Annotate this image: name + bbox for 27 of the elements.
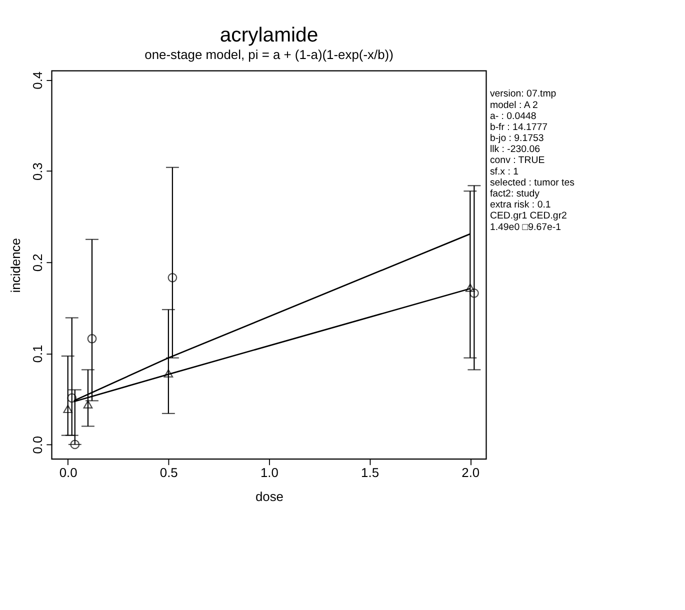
text: b-fr : 14.1777 — [490, 122, 548, 133]
x-axis-title: dose — [255, 489, 284, 504]
text: model : A 2 — [490, 100, 538, 111]
text: b-jo : 9.1753 — [490, 133, 544, 144]
text: sf.x : 1 — [490, 166, 518, 178]
text: version: 07.tmp — [490, 88, 556, 100]
text: 1.49e0 □9.67e-1 — [490, 222, 561, 233]
y-tick-label: 0.3 — [30, 162, 46, 181]
x-tick-label: 1.0 — [260, 465, 278, 480]
y-tick-label: 0.0 — [30, 436, 46, 454]
y-axis-title: incidence — [8, 238, 23, 293]
x-tick-label: 0.5 — [160, 465, 178, 480]
chart-title: acrylamide — [220, 24, 318, 47]
y-tick-label: 0.2 — [30, 254, 46, 272]
x-tick-label: 2.0 — [462, 465, 480, 480]
y-tick-label: 0.4 — [30, 71, 46, 90]
y-tick-label: 0.1 — [30, 344, 46, 363]
x-tick-label: 0.0 — [59, 465, 78, 480]
text: selected : tumor tes — [490, 177, 575, 188]
text: conv : TRUE — [490, 155, 546, 166]
text: a- : 0.0448 — [490, 110, 536, 122]
text: fact2: study — [490, 188, 540, 200]
text: extra risk : 0.1 — [490, 200, 551, 211]
chart-subtitle: one-stage model, pi = a + (1-a)(1-exp(-x/b)) — [144, 47, 394, 62]
x-tick-label: 1.5 — [361, 465, 380, 480]
text: llk : -230.06 — [490, 144, 540, 156]
text: CED.gr1 CED.gr2 — [490, 210, 567, 222]
